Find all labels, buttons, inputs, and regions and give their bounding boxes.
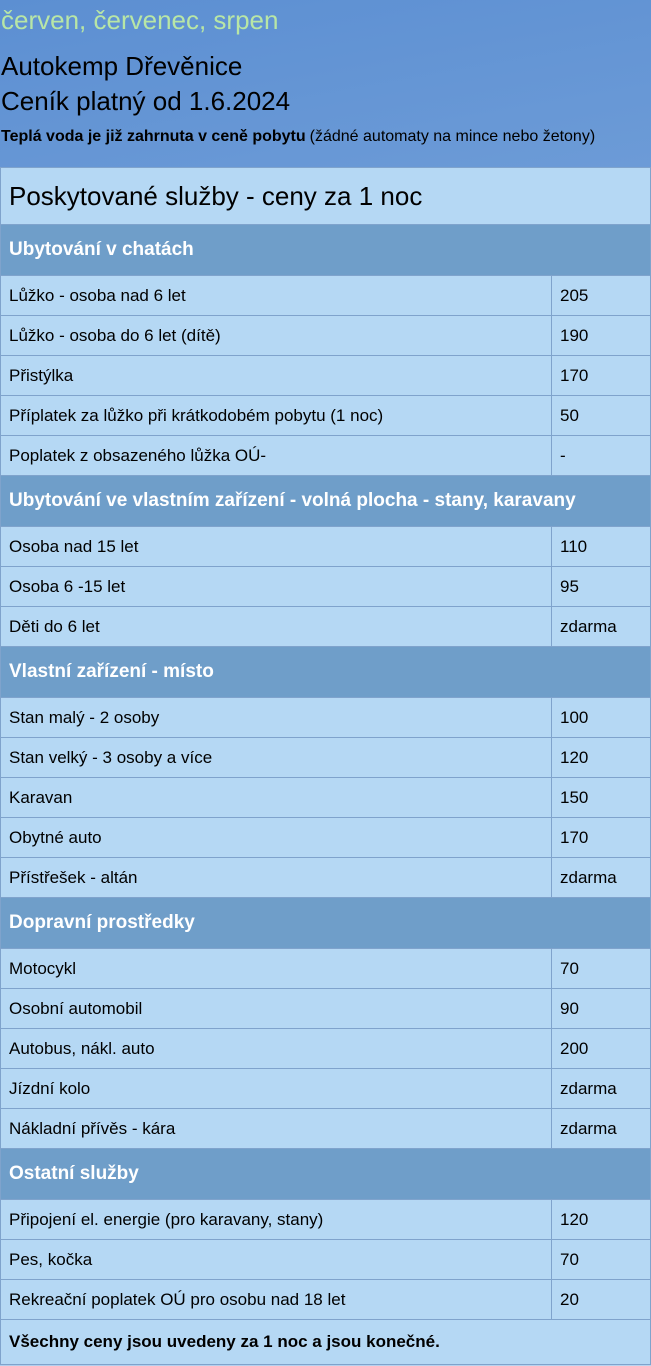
price-row: Jízdní kolo zdarma — [0, 1069, 651, 1109]
price-row: Stan malý - 2 osoby 100 — [0, 698, 651, 738]
section-heading: Ubytování ve vlastním zařízení - volná p… — [0, 476, 651, 527]
service-name: Nákladní přívěs - kára — [1, 1109, 552, 1148]
service-name: Připojení el. energie (pro karavany, sta… — [1, 1200, 552, 1239]
section-heading: Ostatní služby — [0, 1149, 651, 1200]
price-row: Lůžko - osoba do 6 let (dítě) 190 — [0, 316, 651, 356]
price-row: Karavan 150 — [0, 778, 651, 818]
price: 50 — [560, 405, 579, 425]
price: 90 — [560, 998, 579, 1018]
price: zdarma — [560, 1118, 617, 1138]
price-row: Přístřešek - altán zdarma — [0, 858, 651, 898]
price-table: Poskytované služby - ceny za 1 noc Ubytov… — [0, 167, 651, 1365]
price: - — [560, 445, 566, 465]
price: zdarma — [560, 1078, 617, 1098]
service-name: Přístřešek - altán — [1, 858, 552, 897]
price-row: Příplatek za lůžko při krátkodobém pobyt… — [0, 396, 651, 436]
service-name: Stan malý - 2 osoby — [1, 698, 552, 737]
service-name: Rekreační poplatek OÚ pro osobu nad 18 l… — [1, 1280, 552, 1319]
table-title: Poskytované služby - ceny za 1 noc — [0, 167, 651, 225]
price-row: Připojení el. energie (pro karavany, sta… — [0, 1200, 651, 1240]
price: 120 — [560, 747, 589, 767]
months: červen, červenec, srpen — [1, 5, 279, 35]
price: 95 — [560, 576, 579, 596]
service-name: Obytné auto — [1, 818, 552, 857]
price-row: Stan velký - 3 osoby a více 120 — [0, 738, 651, 778]
price: 200 — [560, 1038, 589, 1058]
service-name: Motocykl — [1, 949, 552, 988]
service-name: Děti do 6 let — [1, 607, 552, 646]
price: 20 — [560, 1289, 579, 1309]
service-name: Osoba 6 -15 let — [1, 567, 552, 606]
service-name: Lůžko - osoba do 6 let (dítě) — [1, 316, 552, 355]
price-row: Děti do 6 let zdarma — [0, 607, 651, 647]
price-row: Poplatek z obsazeného lůžka OÚ- - — [0, 436, 651, 476]
service-name: Příplatek za lůžko při krátkodobém pobyt… — [1, 396, 552, 435]
price-row: Motocykl 70 — [0, 949, 651, 989]
price-row: Osoba nad 15 let 110 — [0, 527, 651, 567]
price: 170 — [560, 365, 589, 385]
service-name: Poplatek z obsazeného lůžka OÚ- — [1, 436, 552, 475]
price: 190 — [560, 325, 589, 345]
price: 205 — [560, 285, 589, 305]
price: 110 — [560, 536, 588, 556]
price: 70 — [560, 1249, 579, 1269]
section-heading: Vlastní zařízení - místo — [0, 647, 651, 698]
price-row: Nákladní přívěs - kára zdarma — [0, 1109, 651, 1149]
service-name: Stan velký - 3 osoby a více — [1, 738, 552, 777]
service-name: Jízdní kolo — [1, 1069, 552, 1108]
price: 170 — [560, 827, 589, 847]
notice: Teplá voda je již zahrnuta v ceně pobytu… — [1, 127, 595, 147]
camp-name: Autokemp Dřevěnice — [1, 51, 243, 81]
section-heading: Ubytování v chatách — [0, 225, 651, 276]
price-row: Obytné auto 170 — [0, 818, 651, 858]
price-row: Lůžko - osoba nad 6 let 205 — [0, 276, 651, 316]
price: zdarma — [560, 867, 617, 887]
price-row: Osobní automobil 90 — [0, 989, 651, 1029]
table-footer: Všechny ceny jsou uvedeny za 1 noc a jso… — [0, 1320, 651, 1365]
price-row: Osoba 6 -15 let 95 — [0, 567, 651, 607]
section-heading: Dopravní prostředky — [0, 898, 651, 949]
price: 120 — [560, 1209, 589, 1229]
service-name: Osoba nad 15 let — [1, 527, 552, 566]
validity: Ceník platný od 1.6.2024 — [1, 86, 291, 116]
service-name: Autobus, nákl. auto — [1, 1029, 552, 1068]
price: 100 — [560, 707, 589, 727]
price-row: Rekreační poplatek OÚ pro osobu nad 18 l… — [0, 1280, 651, 1320]
notice-bold: Teplá voda je již zahrnuta v ceně pobytu — [1, 128, 306, 145]
service-name: Pes, kočka — [1, 1240, 552, 1279]
price-row: Autobus, nákl. auto 200 — [0, 1029, 651, 1069]
service-name: Karavan — [1, 778, 552, 817]
price: 70 — [560, 958, 579, 978]
service-name: Lůžko - osoba nad 6 let — [1, 276, 552, 315]
service-name: Přistýlka — [1, 356, 552, 395]
notice-rest: (žádné automaty na mince nebo žetony) — [309, 128, 596, 145]
price: zdarma — [560, 616, 617, 636]
price-row: Pes, kočka 70 — [0, 1240, 651, 1280]
service-name: Osobní automobil — [1, 989, 552, 1028]
price-row: Přistýlka 170 — [0, 356, 651, 396]
price: 150 — [560, 787, 589, 807]
